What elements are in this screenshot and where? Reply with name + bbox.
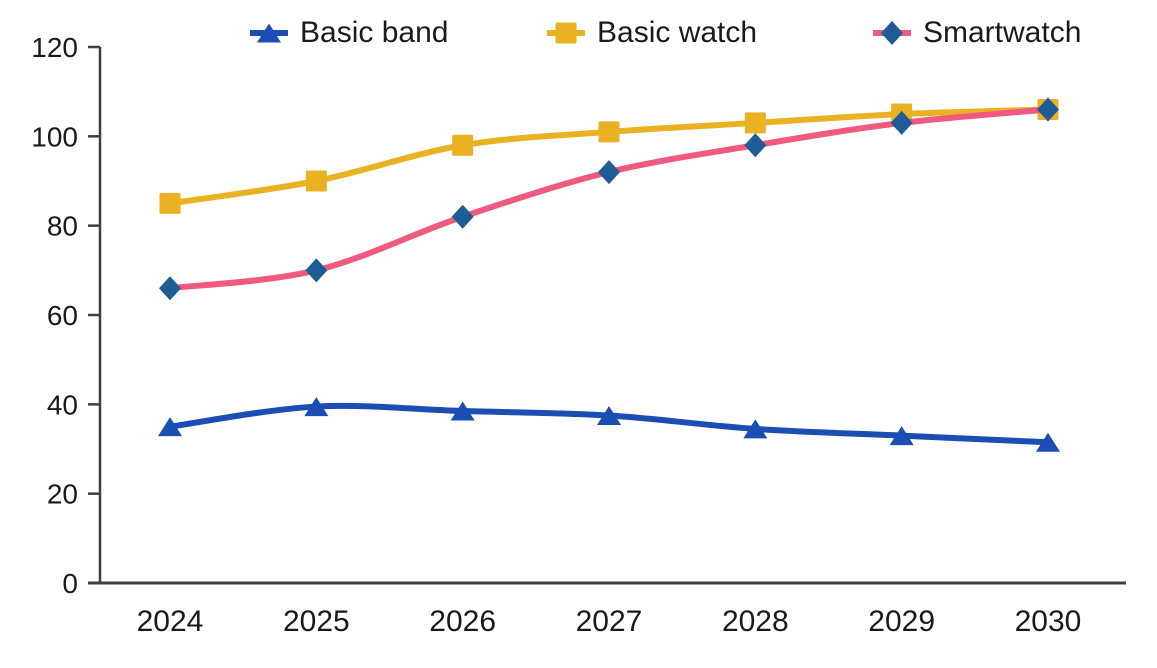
y-tick-label: 100 (31, 121, 78, 152)
smartwatch-marker-icon (597, 160, 620, 185)
y-tick-label: 20 (47, 479, 78, 510)
y-tick-label: 80 (47, 211, 78, 242)
smartwatch-marker-icon (890, 110, 913, 135)
x-tick-label: 2027 (576, 605, 643, 638)
series-basic-watch (159, 99, 1059, 214)
y-tick-label: 60 (47, 300, 78, 331)
smartwatch-marker-icon (451, 204, 474, 229)
legend-label-basic-band: Basic band (300, 16, 449, 49)
basic-band-legend-marker-icon (257, 23, 281, 43)
basic-watch-legend-marker-icon (547, 22, 585, 44)
basic-watch-marker-icon (744, 112, 766, 134)
legend: Basic band Basic watch Smartwatch (0, 0, 1157, 52)
basic-band-marker-icon (596, 406, 621, 425)
smartwatch-marker-icon (305, 258, 328, 283)
basic-band-marker-icon (304, 397, 329, 417)
basic-band-marker-icon (450, 401, 475, 421)
basic-band-legend-marker-icon (250, 23, 288, 43)
legend-item-smartwatch: Smartwatch (873, 14, 1081, 52)
basic-watch-marker-icon (598, 121, 620, 143)
series-smartwatch (159, 97, 1059, 301)
y-tick-label: 120 (31, 32, 78, 63)
y-tick-label: 40 (47, 389, 78, 420)
basic-watch-marker-icon (305, 170, 327, 192)
smartwatch-marker-icon (159, 276, 181, 301)
x-tick-label: 2026 (429, 605, 496, 638)
y-tick-label: 0 (62, 568, 78, 599)
smartwatch-marker-icon (744, 133, 767, 158)
legend-label-smartwatch: Smartwatch (923, 16, 1082, 49)
x-tick-label: 2030 (1015, 605, 1082, 638)
smartwatch-marker-icon (1036, 97, 1059, 122)
smartwatch-legend-marker-icon (881, 21, 903, 45)
basic-watch-legend-marker-icon (555, 22, 577, 44)
x-tick-label: 2028 (722, 605, 789, 638)
legend-label-basic-watch: Basic watch (597, 16, 758, 49)
x-tick-label: 2025 (283, 605, 350, 638)
basic-watch-marker-icon (159, 192, 181, 214)
series-basic-band (158, 397, 1060, 452)
smartwatch-legend-marker-icon (873, 21, 911, 45)
basic-watch-marker-icon (452, 134, 474, 156)
x-tick-label: 2024 (137, 605, 204, 638)
legend-item-basic-watch: Basic watch (547, 14, 757, 52)
basic-band-marker-icon (1035, 432, 1060, 452)
x-tick-label: 2029 (868, 605, 935, 638)
legend-item-basic-band: Basic band (250, 14, 448, 52)
basic-band-marker-icon (889, 426, 914, 446)
basic-band-marker-icon (158, 417, 182, 437)
basic-band-marker-icon (743, 419, 768, 439)
